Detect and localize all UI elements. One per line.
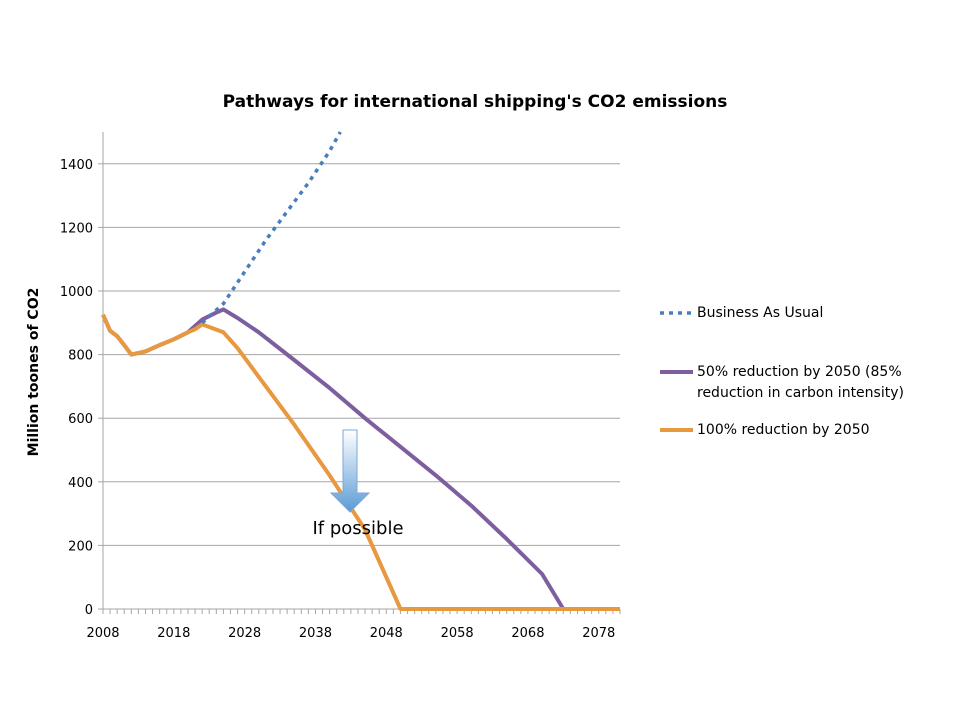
- chart-title: Pathways for international shipping's CO…: [223, 92, 728, 112]
- y-tick-label: 0: [85, 603, 93, 618]
- x-tick-label: 2058: [441, 626, 474, 641]
- x-tick-label: 2078: [582, 626, 615, 641]
- y-tick-label: 1200: [60, 221, 93, 236]
- legend-label: 50% reduction by 2050 (85%: [697, 364, 902, 380]
- y-tick-label: 1000: [60, 285, 93, 300]
- annotation-text: If possible: [312, 518, 403, 539]
- y-tick-label: 1400: [60, 158, 93, 173]
- x-tick-label: 2048: [370, 626, 403, 641]
- y-tick-label: 200: [68, 539, 93, 554]
- x-tick-label: 2028: [228, 626, 261, 641]
- legend-label: Business As Usual: [697, 305, 823, 321]
- x-tick-label: 2038: [299, 626, 332, 641]
- y-tick-label: 400: [68, 476, 93, 491]
- x-axis-ticks: 2008 2018 2028 2038 2048 2058 2068 2078: [86, 626, 615, 641]
- y-tick-label: 600: [68, 412, 93, 427]
- x-tick-label: 2018: [157, 626, 190, 641]
- x-tick-label: 2008: [86, 626, 119, 641]
- series-line-0: [201, 131, 342, 325]
- series-group: [101, 131, 620, 611]
- legend-label: reduction in carbon intensity): [697, 385, 904, 401]
- y-axis-label: Million toones of CO2: [26, 288, 42, 457]
- legend-label: 100% reduction by 2050: [697, 422, 870, 438]
- gridlines: [98, 163, 621, 614]
- annotation-arrow: [329, 429, 371, 513]
- y-tick-label: 800: [68, 349, 93, 364]
- y-axis-ticks: 0 200 400 600 800 1000 1200 1400: [60, 158, 93, 618]
- legend: Business As Usual 50% reduction by 2050 (…: [660, 305, 904, 438]
- series-line-2: [101, 313, 620, 611]
- x-tick-label: 2068: [511, 626, 544, 641]
